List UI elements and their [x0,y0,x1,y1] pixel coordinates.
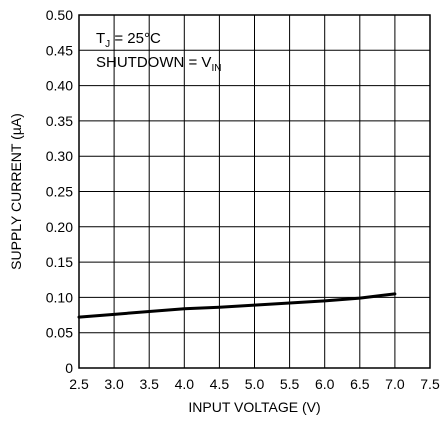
y-tick-label: 0.25 [46,184,73,200]
x-tick-label: 6.0 [315,376,335,392]
annotation-tj-sub: J [105,39,110,50]
annotation-shutdown-main: SHUTDOWN = V [96,54,211,71]
x-tick-label: 3.5 [139,376,159,392]
y-tick-label: 0.15 [46,254,73,270]
y-tick-label: 0.45 [46,42,73,58]
x-tick-label: 5.0 [245,376,265,392]
x-tick-label: 2.5 [69,376,89,392]
grid [79,15,430,368]
x-tick-label: 4.5 [210,376,230,392]
y-tick-label: 0.40 [46,78,73,94]
y-axis-label: SUPPLY CURRENT (µA) [8,113,24,270]
y-tick-label: 0.35 [46,113,73,129]
series-group [77,292,397,319]
x-tick-label: 5.5 [280,376,300,392]
x-axis-label: INPUT VOLTAGE (V) [188,399,320,415]
plot-frame [78,14,431,369]
annotation-tj: TJ = 25°C [96,30,161,50]
x-tick-labels: 2.5 3.0 3.5 4.0 4.5 5.0 5.5 6.0 6.5 7.0 7.5 [69,376,440,392]
y-tick-label: 0.20 [46,219,73,235]
x-tick-label: 7.0 [385,376,405,392]
annotation-shutdown-sub: IN [211,63,221,74]
x-tick-label: 7.5 [420,376,440,392]
series-line [77,292,397,319]
y-tick-label: 0.05 [46,325,73,341]
annotation-shutdown: SHUTDOWN = VIN [96,54,221,74]
y-tick-label: 0.50 [46,7,73,23]
y-tick-label: 0.10 [46,289,73,305]
annotation-tj-main: T [96,30,105,47]
x-tick-label: 4.0 [175,376,195,392]
y-tick-label: 0.30 [46,148,73,164]
annotation-tj-rest: = 25°C [110,30,161,47]
y-tick-labels: 0 0.05 0.10 0.15 0.20 0.25 0.30 0.35 0.40 0.45 0.5… [46,7,73,376]
y-tick-label: 0 [65,360,73,376]
x-tick-label: 3.0 [104,376,124,392]
condition-annotation: TJ = 25°C SHUTDOWN = VIN [96,30,221,74]
x-tick-label: 6.5 [350,376,370,392]
